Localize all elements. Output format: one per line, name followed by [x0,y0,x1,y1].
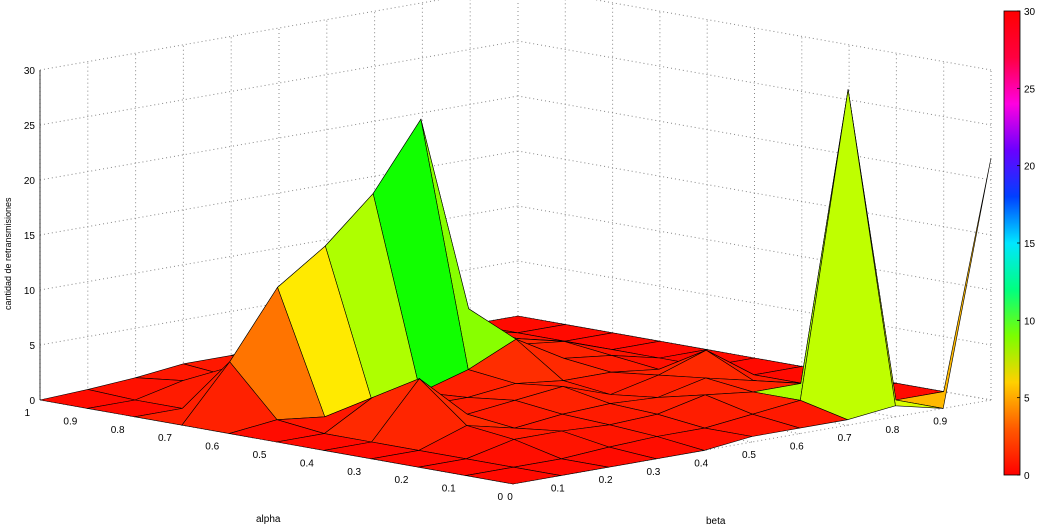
surface-mesh [39,89,992,485]
beta-tick-label: 0.4 [694,458,708,469]
alpha-tick-label: 0.2 [394,475,408,486]
grid-line-z [593,0,992,71]
surface-patch [465,466,561,485]
colorbar-tick-label: 10 [1024,316,1036,327]
beta-tick-label: 0 [507,492,513,503]
axis-ticks: 05101520253000.10.20.30.40.50.60.70.80.9… [24,66,948,503]
surface-patch [799,89,896,421]
y-axis-label: alpha [256,514,281,525]
colorbar-tick-label: 25 [1024,84,1036,95]
alpha-tick-label: 0.1 [442,484,456,495]
beta-tick-label: 0.8 [885,425,899,436]
alpha-tick-label: 1 [24,408,30,419]
alpha-tick-label: 0.6 [205,442,219,453]
colorbar-tick-label: 20 [1024,162,1036,173]
colorbar-tick-label: 15 [1024,239,1036,250]
beta-tick-label: 0.5 [742,450,756,461]
grid-line-z [39,150,519,236]
grid-line-z [39,95,519,181]
z-tick-label: 25 [24,121,36,132]
z-tick-label: 15 [24,231,36,242]
beta-tick-label: 0.1 [551,484,565,495]
z-tick-label: 0 [29,396,35,407]
grid-line-z [39,40,519,126]
alpha-tick-label: 0.3 [347,467,361,478]
beta-tick-label: 0.2 [599,475,613,486]
z-tick-label: 5 [29,341,35,352]
grid-line-z [517,40,992,126]
alpha-tick-label: 0.8 [111,425,125,436]
colorbar-tick-label: 0 [1024,471,1030,482]
alpha-tick-label: 0.9 [63,416,77,427]
grid-line-z [39,0,442,71]
grid-line-z [517,260,992,346]
colorbar-tick-label: 30 [1024,7,1036,18]
z-tick-label: 30 [24,66,36,77]
colorbar-tick-label: 5 [1024,394,1030,405]
z-tick-label: 20 [24,176,36,187]
beta-tick-label: 0.9 [933,416,947,427]
grid-line-z [517,205,992,291]
alpha-tick-label: 0.4 [300,458,314,469]
beta-tick-label: 0.6 [790,442,804,453]
grid-line-z [517,150,992,236]
alpha-tick-label: 0.7 [158,433,172,444]
beta-tick-label: 0.7 [838,433,852,444]
z-tick-label: 10 [24,286,36,297]
z-axis-label: cantidad de retransmisiones [3,197,13,310]
alpha-tick-label: 0 [497,492,503,503]
colorbar: 0 5 10 15 20 25 30 [1003,7,1036,482]
beta-tick-label: 0.3 [646,467,660,478]
alpha-tick-label: 0.5 [253,450,267,461]
x-axis-label: beta [706,516,726,527]
